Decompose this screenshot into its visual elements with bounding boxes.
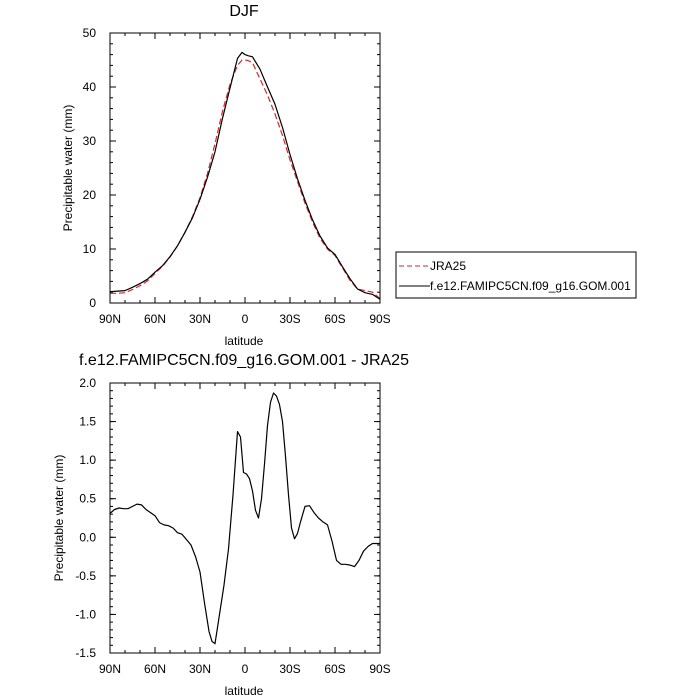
y-tick-label: 1.5 (79, 415, 96, 429)
x-tick-label: 90N (99, 312, 121, 326)
top-y-axis-label: Precipitable water (mm) (61, 105, 75, 232)
series-line-difference (109, 392, 380, 645)
x-tick-label: 0 (242, 312, 249, 326)
x-tick-label: 30N (189, 312, 211, 326)
x-tick-label: 60S (324, 312, 345, 326)
x-tick-label: 90S (369, 312, 390, 326)
bottom-chart-title: f.e12.FAMIPC5CN.f09_g16.GOM.001 - JRA25 (79, 352, 409, 369)
x-tick-label: 60S (324, 662, 345, 676)
x-tick-label: 60N (144, 312, 166, 326)
x-tick-label: 90N (99, 662, 121, 676)
legend-box (395, 251, 637, 299)
legend: JRA25 f.e12.FAMIPC5CN.f09_g16.GOM.001 (395, 251, 637, 299)
bottom-x-axis-label: latitude (225, 684, 264, 698)
legend-label-jra25: JRA25 (430, 259, 466, 273)
y-tick-label: 2.0 (79, 376, 96, 390)
series-line-jra25 (110, 59, 381, 300)
y-tick-label: 40 (83, 80, 97, 94)
y-tick-label: 0 (89, 296, 96, 310)
x-tick-label: 30S (279, 662, 300, 676)
top-chart-title: DJF (229, 3, 259, 20)
series-line-f-e12-famipc5cn-f09-g16-gom-001 (109, 51, 381, 300)
y-tick-label: 0.5 (79, 492, 96, 506)
y-tick-label: 20 (83, 188, 97, 202)
y-tick-label: 10 (83, 242, 97, 256)
top-x-axis-label: latitude (225, 334, 264, 348)
x-tick-label: 30S (279, 312, 300, 326)
y-tick-label: 30 (83, 134, 97, 148)
y-tick-label: -1.5 (75, 646, 96, 660)
bottom-plot-frame (109, 382, 381, 654)
x-tick-label: 30N (189, 662, 211, 676)
legend-label-model: f.e12.FAMIPC5CN.f09_g16.GOM.001 (430, 279, 631, 293)
x-tick-label: 60N (144, 662, 166, 676)
y-tick-label: -0.5 (75, 569, 96, 583)
top-panel: DJF 90N 60N 30N 0 30S 60S 90S 0 10 20 30 40 50 latit… (61, 3, 391, 348)
bottom-y-axis-label: Precipitable water (mm) (52, 455, 66, 582)
x-tick-label: 90S (369, 662, 390, 676)
y-tick-label: 1.0 (79, 453, 96, 467)
x-tick-label: 0 (242, 662, 249, 676)
y-tick-label: -1.0 (75, 607, 96, 621)
y-tick-label: 50 (83, 26, 97, 40)
y-tick-label: 0.0 (79, 530, 96, 544)
bottom-panel: f.e12.FAMIPC5CN.f09_g16.GOM.001 - JRA25 … (52, 352, 409, 698)
top-plot-frame (109, 32, 381, 304)
